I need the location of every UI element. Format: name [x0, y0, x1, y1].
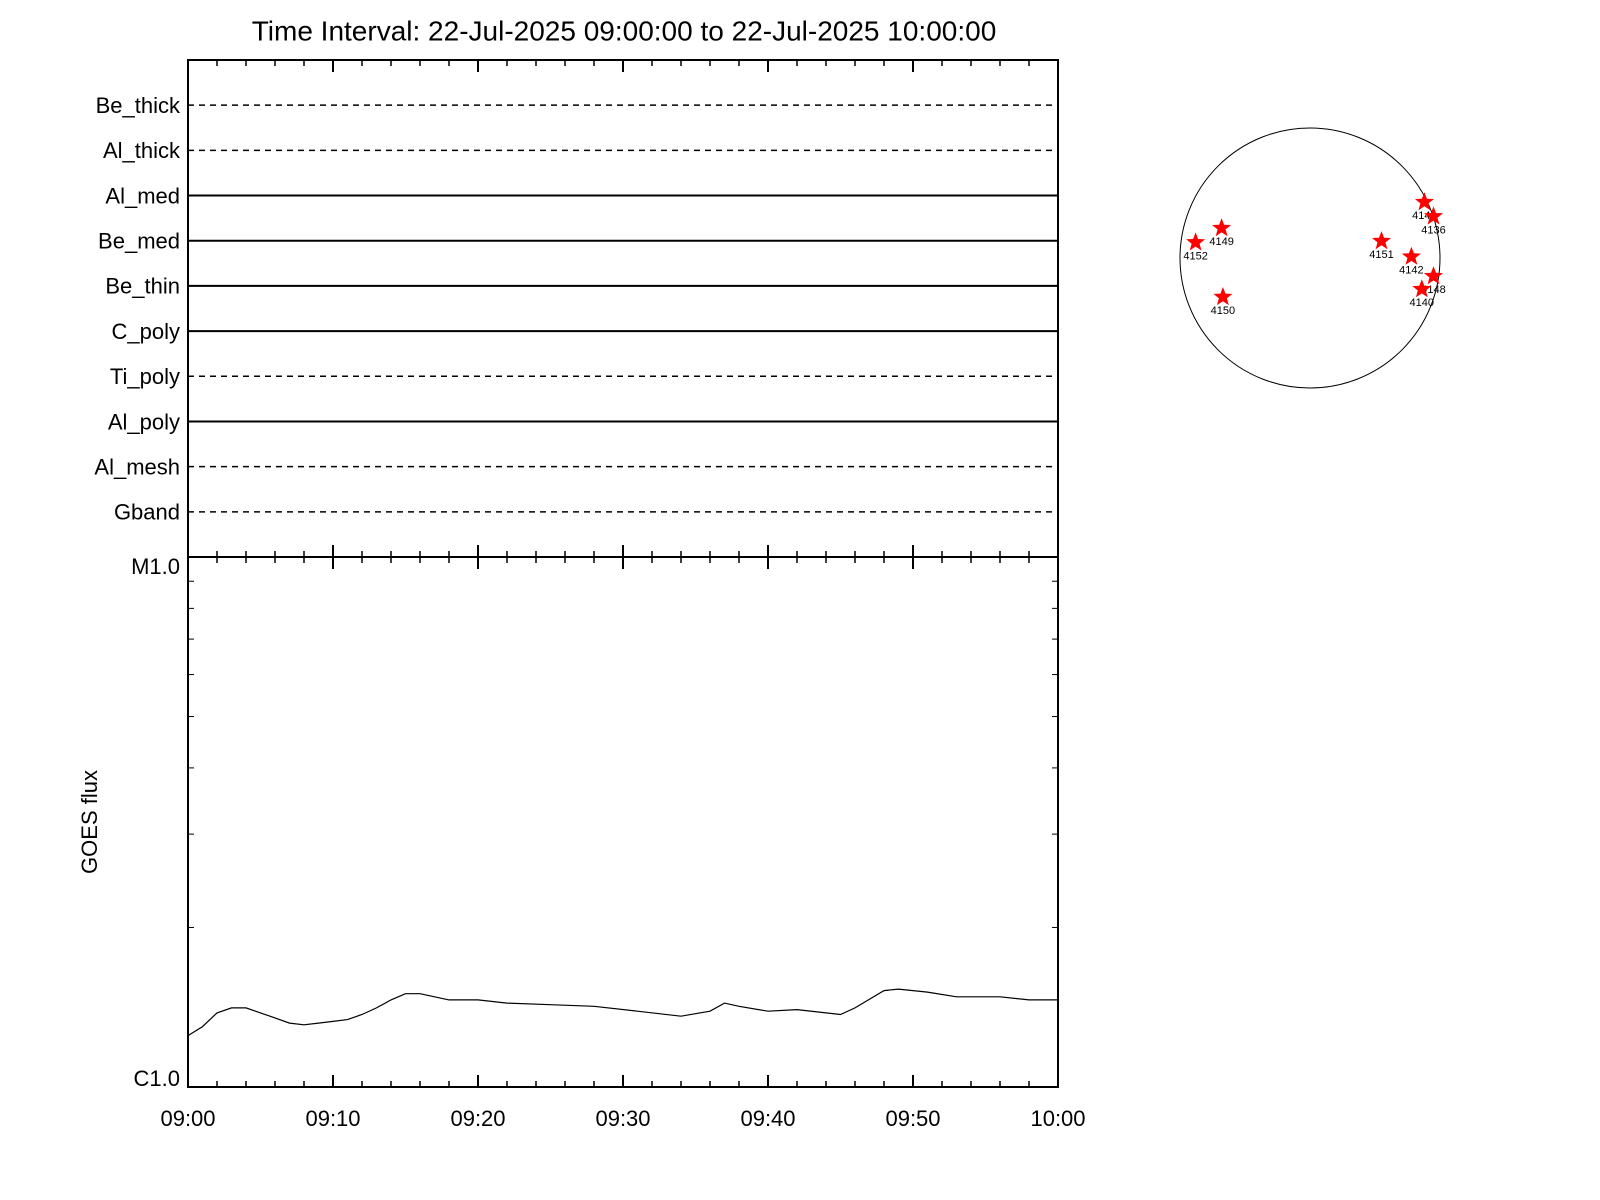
active-region	[1414, 192, 1434, 211]
active-region	[1424, 206, 1443, 225]
y-tick-label: M1.0	[131, 554, 180, 579]
x-tick-label: 09:00	[160, 1106, 215, 1131]
plot-frame	[187, 59, 1059, 558]
filter-label: Al_thick	[103, 138, 181, 163]
filter-label: Al_poly	[108, 409, 180, 434]
x-tick-label: 10:00	[1030, 1106, 1085, 1131]
filter-label: Be_med	[98, 229, 180, 254]
x-tick-label: 09:30	[595, 1106, 650, 1131]
y-tick-label: C1.0	[134, 1066, 180, 1091]
region-label: 4140	[1410, 297, 1434, 309]
active-region	[1213, 287, 1233, 306]
active-region	[1412, 279, 1432, 298]
active-region	[1424, 266, 1443, 285]
x-tick-label: 09:50	[885, 1106, 940, 1131]
active-region	[1372, 231, 1391, 250]
filter-label: Gband	[114, 500, 180, 525]
region-label: 4142	[1399, 265, 1423, 277]
region-label: 4149	[1209, 236, 1233, 248]
filter-label: C_poly	[112, 319, 180, 344]
filter-label: Be_thick	[96, 93, 181, 118]
active-region	[1186, 232, 1206, 251]
region-label: 4152	[1183, 250, 1207, 262]
filter-label: Al_mesh	[94, 454, 180, 479]
filter-label: Be_thin	[105, 274, 180, 299]
solar-disk	[1179, 127, 1441, 389]
y-axis-label: GOES flux	[77, 770, 102, 874]
filter-label: Al_med	[105, 183, 180, 208]
x-tick-label: 09:10	[305, 1106, 360, 1131]
x-tick-label: 09:40	[740, 1106, 795, 1131]
flux-line	[187, 988, 1058, 1037]
plot-frame	[187, 556, 1059, 1088]
region-label: 4136	[1421, 224, 1445, 236]
filter-label: Ti_poly	[110, 364, 180, 389]
active-region	[1212, 218, 1232, 237]
active-region	[1401, 246, 1421, 265]
chart-title: Time Interval: 22-Jul-2025 09:00:00 to 2…	[252, 15, 997, 46]
region-label: 4151	[1369, 249, 1393, 261]
region-label: 4150	[1211, 305, 1235, 317]
x-tick-label: 09:20	[450, 1106, 505, 1131]
